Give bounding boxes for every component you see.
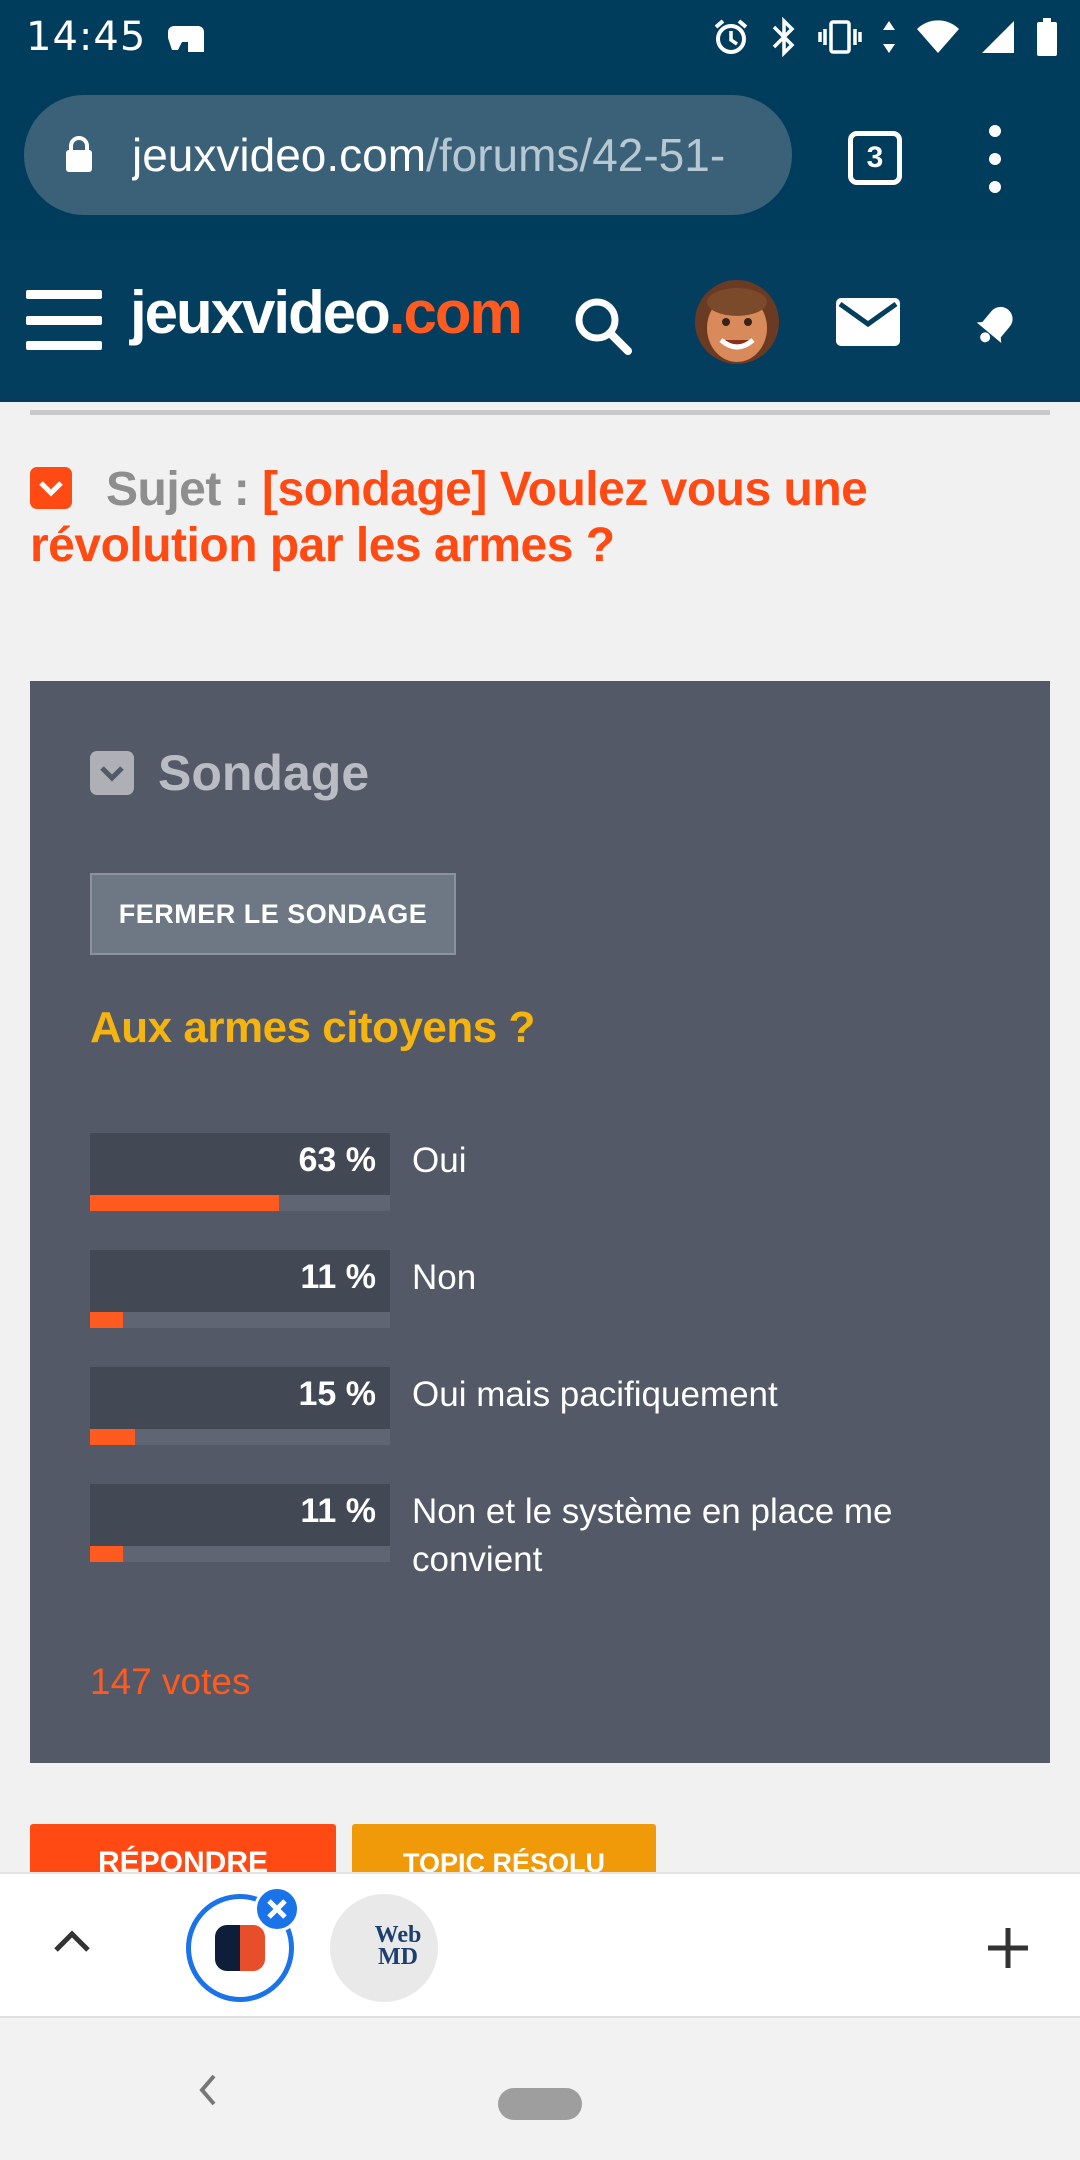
poll-option-label: Oui mais pacifiquement <box>412 1375 778 1414</box>
logo-part1: jeuxvideo <box>130 279 391 346</box>
webmd-logo: Web MD <box>374 1922 422 1970</box>
logo-part2: .com <box>388 279 523 346</box>
cell-signal-icon <box>980 19 1016 60</box>
tab-webmd[interactable]: Web MD <box>330 1894 438 2002</box>
url-text[interactable]: jeuxvideo.com/forums/42-51- <box>132 128 780 182</box>
close-poll-button[interactable]: FERMER LE SONDAGE <box>90 873 456 955</box>
poll-option-bar: 15 % <box>90 1367 390 1445</box>
poll-option-percent: 11 % <box>300 1258 376 1296</box>
site-header: jeuxvideo.com <box>0 240 1080 402</box>
data-arrows-icon <box>882 19 896 60</box>
chevron-up-icon[interactable] <box>50 1926 94 1961</box>
poll-bar-track <box>90 1546 390 1562</box>
battery-icon <box>1036 17 1058 62</box>
tab-switcher-button[interactable]: 3 <box>848 131 902 185</box>
poll-option-bar: 11 % <box>90 1250 390 1328</box>
url-host: jeuxvideo.com <box>132 129 427 181</box>
status-time: 14:45 <box>26 14 147 60</box>
poll-heading: Sondage <box>158 745 370 801</box>
vibrate-icon <box>818 19 862 60</box>
poll-option-percent: 15 % <box>298 1375 377 1413</box>
poll-option-percent: 63 % <box>298 1141 377 1179</box>
poll-collapse-chevron-icon[interactable] <box>90 751 134 795</box>
poll-bar-track <box>90 1195 390 1211</box>
topic-title-text: [sondage] Voulez vous une révolution par… <box>30 463 868 572</box>
tab-strip: Web MD <box>0 1872 1080 2018</box>
poll-question: Aux armes citoyens ? <box>90 1003 535 1052</box>
poll-bar-track <box>90 1312 390 1328</box>
poll-bar-fill <box>90 1312 123 1328</box>
switch-controller-icon <box>215 1925 265 1971</box>
poll-option: 63 % Oui <box>90 1133 990 1250</box>
topic-title: Sujet : [sondage] Voulez vous une révolu… <box>30 462 1050 574</box>
poll-option-bar: 63 % <box>90 1133 390 1211</box>
poll-panel: Sondage FERMER LE SONDAGE Aux armes cito… <box>30 681 1050 1763</box>
poll-option-label: Non <box>412 1258 477 1297</box>
topic-label: Sujet : <box>106 463 263 516</box>
new-tab-plus-icon[interactable] <box>984 1924 1032 1977</box>
poll-option: 11 % Non <box>90 1250 990 1367</box>
url-bar[interactable]: jeuxvideo.com/forums/42-51- <box>24 95 792 215</box>
poll-option-label: Oui <box>412 1141 467 1180</box>
close-tab-icon[interactable] <box>254 1886 300 1932</box>
home-pill-button[interactable] <box>498 2088 582 2120</box>
mail-icon[interactable] <box>836 298 900 351</box>
status-bar: 14:45 <box>0 0 1080 75</box>
system-nav-bar <box>0 2018 1080 2160</box>
poll-option: 15 % Oui mais pacifiquement <box>90 1367 990 1484</box>
poll-option-percent: 11 % <box>300 1492 376 1530</box>
poll-option-label: Non et le système en place me convient <box>412 1492 893 1579</box>
notification-bell-icon[interactable] <box>970 294 1026 355</box>
wifi-icon <box>916 19 960 60</box>
divider <box>30 410 1050 415</box>
poll-options: 63 % Oui 11 % Non 15 % Oui mais pacifiqu… <box>90 1133 990 1601</box>
hamburger-menu-icon[interactable] <box>26 290 102 350</box>
poll-vote-count: 147 votes <box>90 1661 251 1702</box>
alarm-icon <box>712 18 750 61</box>
game-controller-icon <box>166 20 206 59</box>
back-icon[interactable] <box>196 2070 220 2115</box>
bluetooth-icon <box>770 16 798 62</box>
poll-bar-track <box>90 1429 390 1445</box>
browser-toolbar: jeuxvideo.com/forums/42-51- 3 <box>0 75 1080 240</box>
search-icon[interactable] <box>572 295 634 362</box>
poll-option: 11 % Non et le système en place me convi… <box>90 1484 990 1601</box>
poll-bar-fill <box>90 1546 123 1562</box>
url-path: /forums/42-51- <box>426 129 726 181</box>
poll-bar-fill <box>90 1429 135 1445</box>
lock-icon <box>64 135 94 178</box>
avatar[interactable] <box>695 280 779 364</box>
poll-bar-fill <box>90 1195 279 1211</box>
browser-menu-icon[interactable] <box>988 125 1002 193</box>
poll-header: Sondage <box>90 743 369 803</box>
poll-option-bar: 11 % <box>90 1484 390 1562</box>
site-logo[interactable]: jeuxvideo.com <box>130 278 523 347</box>
collapse-chevron-icon[interactable] <box>30 467 72 509</box>
